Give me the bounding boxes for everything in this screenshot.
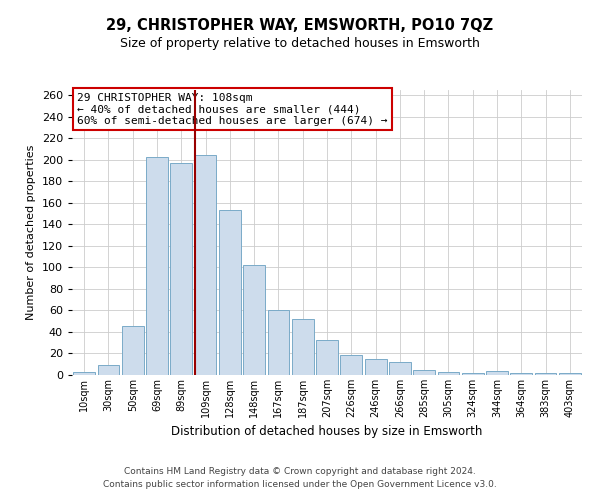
Bar bbox=[146, 156, 168, 375]
Bar bbox=[170, 163, 192, 375]
Text: Contains HM Land Registry data © Crown copyright and database right 2024.: Contains HM Land Registry data © Crown c… bbox=[124, 467, 476, 476]
Bar bbox=[535, 373, 556, 375]
Text: 29, CHRISTOPHER WAY, EMSWORTH, PO10 7QZ: 29, CHRISTOPHER WAY, EMSWORTH, PO10 7QZ bbox=[106, 18, 494, 32]
Bar bbox=[340, 354, 362, 375]
Y-axis label: Number of detached properties: Number of detached properties bbox=[26, 145, 36, 320]
Bar bbox=[292, 319, 314, 375]
Text: Size of property relative to detached houses in Emsworth: Size of property relative to detached ho… bbox=[120, 38, 480, 51]
Bar bbox=[122, 326, 143, 375]
Bar bbox=[437, 372, 460, 375]
X-axis label: Distribution of detached houses by size in Emsworth: Distribution of detached houses by size … bbox=[172, 426, 482, 438]
Text: 29 CHRISTOPHER WAY: 108sqm
← 40% of detached houses are smaller (444)
60% of sem: 29 CHRISTOPHER WAY: 108sqm ← 40% of deta… bbox=[77, 93, 388, 126]
Bar bbox=[511, 373, 532, 375]
Bar bbox=[486, 370, 508, 375]
Bar bbox=[559, 373, 581, 375]
Text: Contains public sector information licensed under the Open Government Licence v3: Contains public sector information licen… bbox=[103, 480, 497, 489]
Bar bbox=[365, 359, 386, 375]
Bar bbox=[268, 310, 289, 375]
Bar bbox=[194, 154, 217, 375]
Bar bbox=[462, 373, 484, 375]
Bar bbox=[219, 210, 241, 375]
Bar bbox=[97, 366, 119, 375]
Bar bbox=[316, 340, 338, 375]
Bar bbox=[73, 372, 95, 375]
Bar bbox=[389, 362, 411, 375]
Bar bbox=[243, 266, 265, 375]
Bar bbox=[413, 370, 435, 375]
